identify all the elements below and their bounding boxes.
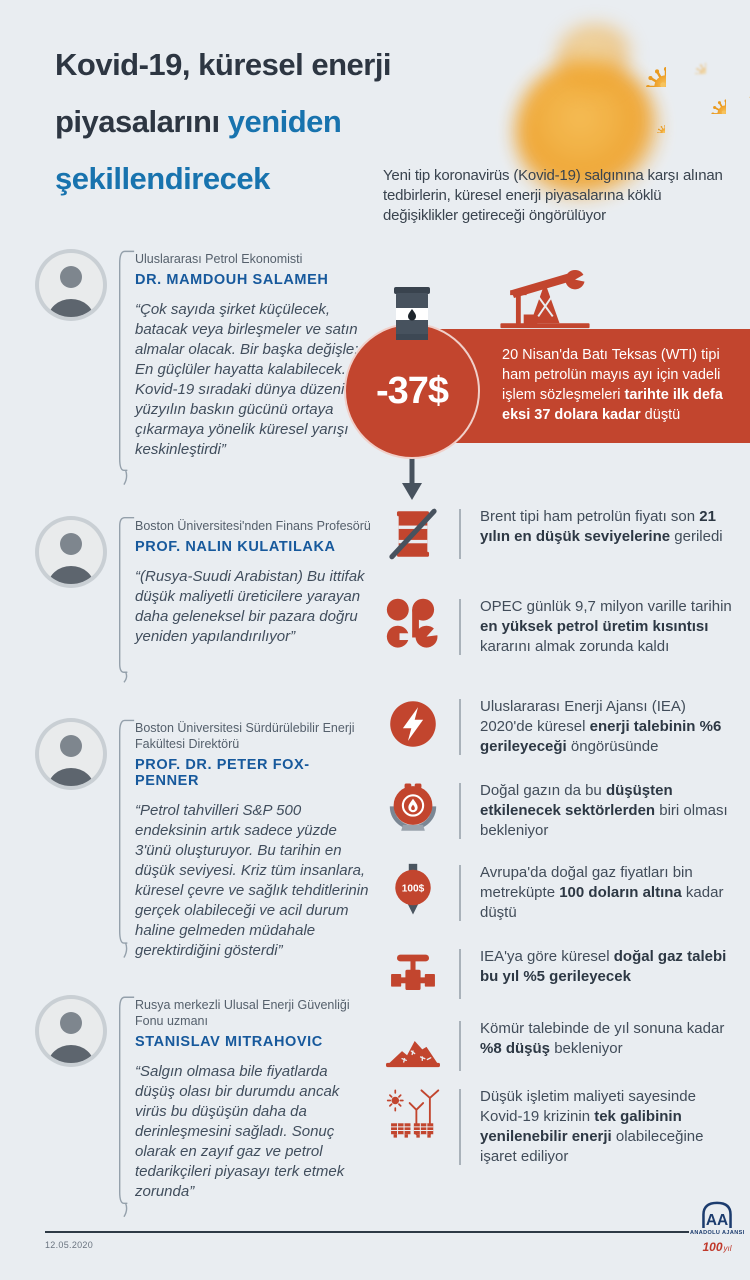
fact-icon-wrap [383,1019,443,1073]
quote-bracket-decoration [118,718,135,960]
person-silhouette-icon [35,995,107,1067]
oil-barrel-crossed-icon [386,507,440,561]
oil-pumpjack-icon [498,268,592,330]
expert-profile: Rusya merkezli Ulusal Enerji Güvenliği F… [135,993,373,1202]
virus-icon [621,42,666,87]
fact-text: Uluslararası Enerji Ajansı (IEA) 2020'de… [480,698,722,755]
down-arrow-icon [400,452,424,500]
fact-icon-wrap [383,597,443,651]
expert-role: Uluslararası Petrol Ekonomisti [135,252,303,266]
expert-name: PROF. NALIN KULATILAKA [135,539,336,555]
fact-icon-wrap [383,781,443,835]
person-silhouette-icon [35,249,107,321]
fact-item: Uluslararası Enerji Ajansı (IEA) 2020'de… [383,697,742,757]
divider [459,949,461,999]
fact-text: Avrupa'da doğal gaz fiyatları bin metrek… [480,864,724,921]
renewable-energy-icon [386,1087,440,1141]
expert-name: PROF. DR. PETER FOX-PENNER [135,757,310,789]
page-subtitle: Yeni tip koronavirüs (Kovid-19) salgının… [383,167,723,224]
fact-text: Düşük işletim maliyeti sayesinde Kovid-1… [480,1088,704,1165]
expert-avatar [35,516,107,588]
expert-name: STANISLAV MITRAHOVIC [135,1034,323,1050]
expert-role: Rusya merkezli Ulusal Enerji Güvenliği F… [135,998,350,1028]
virus-blurred-icon [556,24,634,94]
quote-bracket-decoration [118,516,135,684]
fact-icon-wrap [383,697,443,751]
fact-text: Brent tipi ham petrolün fiyatı son 21 yı… [480,508,723,545]
fact-item: Doğal gazın da bu düşüşten etkilenecek s… [383,781,742,841]
footer-date: 12.05.2020 [45,1240,94,1250]
fact-item: Düşük işletim maliyeti sayesinde Kovid-1… [383,1087,742,1167]
price-value: -37$ [375,369,449,412]
banner-text: 20 Nisan'da Batı Teksas (WTI) tipi ham p… [502,347,723,423]
agency-name: ANADOLU AJANSI [690,1230,745,1236]
expert-name: DR. MAMDOUH SALAMEH [135,272,329,288]
lightning-bolt-icon [386,697,440,751]
expert-profile: Boston Üniversitesi Sürdürülebilir Enerj… [135,716,373,961]
expert-profile: Boston Üniversitesi'nden Finans Profesör… [135,514,373,647]
svg-text:AA: AA [706,1212,728,1229]
fact-text: IEA'ya göre küresel doğal gaz talebi bu … [480,948,727,985]
person-silhouette-icon [35,516,107,588]
expert-avatar [35,718,107,790]
expert-role: Boston Üniversitesi Sürdürülebilir Enerj… [135,721,355,751]
fact-text: Doğal gazın da bu düşüşten etkilenecek s… [480,782,728,839]
expert-role: Boston Üniversitesi'nden Finans Profesör… [135,519,371,533]
page-title: Kovid-19, küresel enerji piyasalarını yen… [55,47,392,196]
fact-icon-wrap [383,507,443,561]
virus-icon [647,115,665,133]
fact-icon-wrap [383,947,443,1001]
gas-tank-icon [386,781,440,835]
expert-avatar [35,249,107,321]
divider [459,783,461,839]
wti-banner: 20 Nisan'da Batı Teksas (WTI) tipi ham p… [428,329,750,443]
oil-barrel-icon [384,286,440,342]
divider [459,1021,461,1071]
fact-item: Avrupa'da doğal gaz fiyatları bin metrek… [383,863,742,923]
coal-pile-icon [386,1019,440,1073]
divider [459,509,461,559]
expert-quote: “Çok sayıda şirket küçülecek, batacak ve… [135,301,370,458]
fact-item: OPEC günlük 9,7 milyon varille tarihin e… [383,597,742,657]
fact-item: IEA'ya göre küresel doğal gaz talebi bu … [383,947,742,1001]
fact-icon-wrap [383,1087,443,1141]
anadolu-ajansi-logo: AA ANADOLU AJANSI 100yıl [690,1200,744,1256]
fact-text: Kömür talebinde de yıl sonuna kadar %8 d… [480,1020,725,1057]
opec-logo-icon [386,597,440,651]
centenary-mark: 100yıl [702,1240,732,1254]
expert-quote: “Petrol tahvilleri S&P 500 endeksinin ar… [135,802,369,959]
aa-monogram-icon: AA [702,1201,732,1229]
virus-icon [693,81,726,114]
virus-icon [681,49,706,74]
quote-bracket-decoration [118,995,135,1219]
divider [459,699,461,755]
fact-item: Brent tipi ham petrolün fiyatı son 21 yı… [383,507,742,561]
expert-profile: Uluslararası Petrol Ekonomisti DR. MAMDO… [135,247,373,460]
person-silhouette-icon [35,718,107,790]
expert-quote: “Salgın olmasa bile fiyatlarda düşüş ola… [135,1063,345,1200]
price-circle: -37$ [344,323,480,459]
quote-bracket-decoration [118,249,135,487]
footer-divider [45,1231,689,1233]
expert-avatar [35,995,107,1067]
fact-item: Kömür talebinde de yıl sonuna kadar %8 d… [383,1019,742,1073]
divider [459,865,461,921]
gas-price-icon [386,863,440,917]
expert-quote: “(Rusya-Suudi Arabistan) Bu ittifak düşü… [135,568,365,645]
fact-icon-wrap [383,863,443,917]
fact-text: OPEC günlük 9,7 milyon varille tarihin e… [480,598,732,655]
divider [459,599,461,655]
divider [459,1089,461,1165]
pipeline-valve-icon [386,947,440,1001]
